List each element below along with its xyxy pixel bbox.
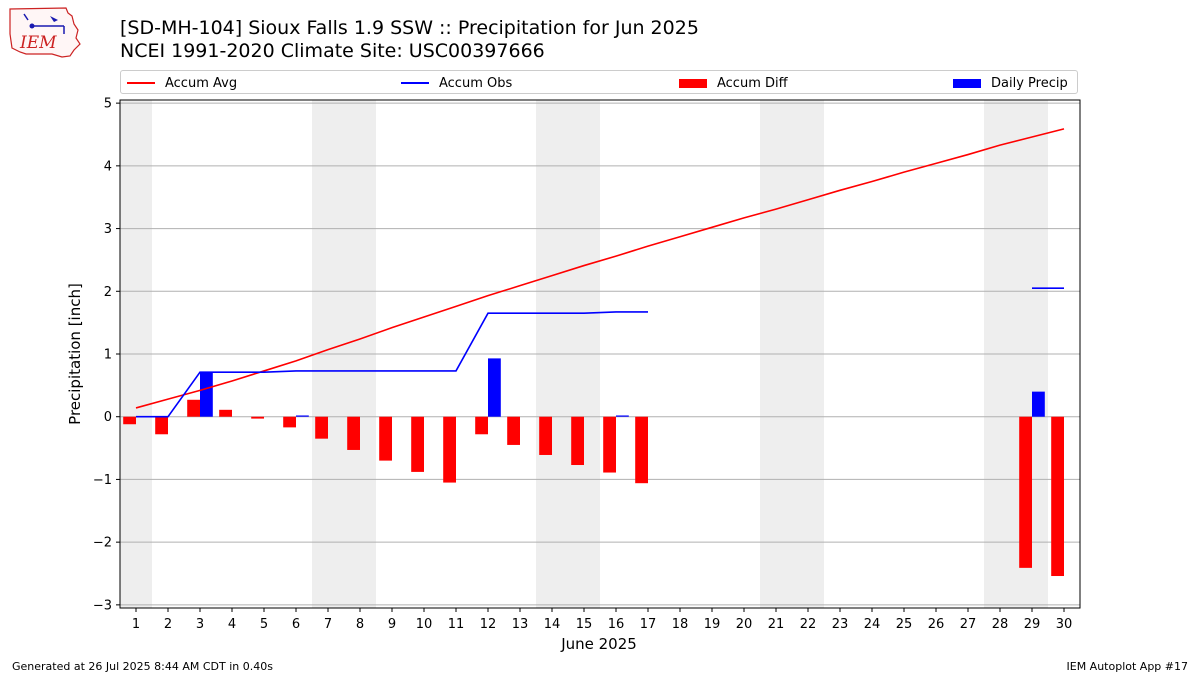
x-tick-label-22: 23	[832, 617, 849, 632]
x-tick-label-15: 16	[608, 617, 625, 632]
x-tick-label-9: 10	[416, 617, 433, 632]
legend-label-accum-obs: Accum Obs	[439, 75, 513, 91]
daily-precip-bar-16	[616, 415, 629, 417]
y-tick-label-1: −2	[93, 536, 112, 551]
y-tick-label-7: 4	[104, 159, 112, 174]
legend-label-accum-diff: Accum Diff	[717, 75, 788, 91]
x-tick-label-18: 19	[704, 617, 721, 632]
x-tick-label-24: 25	[896, 617, 913, 632]
x-tick-label-2: 3	[196, 617, 204, 632]
daily-precip-bar-29	[1032, 391, 1045, 417]
x-tick-label-6: 7	[324, 617, 332, 632]
gridline-layer	[120, 102, 1080, 606]
accum-diff-bar-13	[507, 416, 520, 445]
chart-legend: Accum Avg Accum Obs Accum Diff Daily Pre…	[120, 70, 1078, 94]
x-tick-label-12: 13	[512, 617, 529, 632]
accum-diff-bar-8	[347, 416, 360, 450]
legend-swatch-accum-obs	[401, 82, 429, 84]
y-tick-label-6: 3	[104, 222, 112, 237]
legend-item-accum-obs: Accum Obs	[401, 74, 512, 92]
accum-diff-bar-1	[123, 416, 136, 425]
x-axis-label: June 2025	[560, 635, 637, 653]
x-tick-label-28: 29	[1024, 617, 1041, 632]
accum-diff-bar-10	[411, 416, 424, 472]
chart-subtitle: NCEI 1991-2020 Climate Site: USC00397666	[120, 40, 545, 62]
legend-swatch-accum-diff	[679, 78, 707, 88]
y-axis-label: Precipitation [inch]	[66, 283, 84, 425]
legend-label-accum-avg: Accum Avg	[165, 75, 238, 91]
accum-diff-bar-30	[1051, 416, 1064, 577]
x-tick-label-8: 9	[388, 617, 396, 632]
x-tick-label-14: 15	[576, 617, 593, 632]
accum-diff-bar-11	[443, 416, 456, 483]
legend-item-daily-precip: Daily Precip	[953, 74, 1068, 92]
x-tick-label-27: 28	[992, 617, 1009, 632]
x-tick-label-4: 5	[260, 617, 268, 632]
legend-swatch-accum-avg	[127, 82, 155, 84]
legend-item-accum-avg: Accum Avg	[127, 74, 237, 92]
y-tick-label-5: 2	[104, 285, 112, 300]
y-tick-label-8: 5	[104, 97, 112, 112]
svg-text:IEM: IEM	[19, 33, 57, 53]
legend-swatch-daily-precip	[953, 78, 981, 88]
iem-logo: IEM	[6, 4, 82, 60]
x-tick-label-13: 14	[544, 617, 561, 632]
accum-diff-bar-3	[187, 399, 200, 417]
x-tick-label-1: 2	[164, 617, 172, 632]
accum-diff-bar-6	[283, 416, 296, 428]
x-tick-label-3: 4	[228, 617, 236, 632]
accum-diff-bar-7	[315, 416, 328, 439]
accum-diff-bar-17	[635, 416, 648, 484]
accum-diff-bar-16	[603, 416, 616, 473]
accum-diff-bar-14	[539, 416, 552, 455]
legend-item-accum-diff: Accum Diff	[679, 74, 788, 92]
daily-precip-bar-12	[488, 358, 501, 417]
series-line-0	[135, 128, 1065, 409]
x-tick-label-7: 8	[356, 617, 364, 632]
x-tick-label-20: 21	[768, 617, 785, 632]
accum-diff-bar-12	[475, 416, 488, 435]
x-tick-label-0: 1	[132, 617, 140, 632]
y-tick-label-2: −1	[93, 473, 112, 488]
x-tick-label-10: 11	[448, 617, 465, 632]
x-tick-label-17: 18	[672, 617, 689, 632]
x-tick-label-29: 30	[1056, 617, 1073, 632]
x-tick-label-26: 27	[960, 617, 977, 632]
x-tick-label-21: 22	[800, 617, 817, 632]
accum-diff-bar-5	[251, 416, 264, 419]
x-tick-label-11: 12	[480, 617, 497, 632]
series-line-1	[136, 311, 648, 418]
x-tick-label-5: 6	[292, 617, 300, 632]
accum-diff-bar-9	[379, 416, 392, 461]
y-tick-label-0: −3	[93, 598, 112, 613]
app-id: IEM Autoplot App #17	[1066, 660, 1189, 673]
y-tick-label-4: 1	[104, 348, 112, 363]
accum-diff-bar-29	[1019, 416, 1032, 568]
bar-layer	[123, 358, 1064, 577]
line-layer	[135, 128, 1065, 418]
x-tick-label-19: 20	[736, 617, 753, 632]
generated-timestamp: Generated at 26 Jul 2025 8:44 AM CDT in …	[12, 660, 273, 673]
x-tick-label-16: 17	[640, 617, 657, 632]
legend-label-daily-precip: Daily Precip	[991, 75, 1068, 91]
x-tick-label-23: 24	[864, 617, 881, 632]
accum-diff-bar-4	[219, 409, 232, 417]
chart-title: [SD-MH-104] Sioux Falls 1.9 SSW :: Preci…	[120, 17, 699, 39]
y-tick-label-3: 0	[104, 410, 112, 425]
accum-diff-bar-15	[571, 416, 584, 466]
x-tick-label-25: 26	[928, 617, 945, 632]
daily-precip-bar-3	[200, 372, 213, 417]
accum-diff-bar-2	[155, 416, 168, 435]
daily-precip-bar-6	[296, 415, 309, 417]
